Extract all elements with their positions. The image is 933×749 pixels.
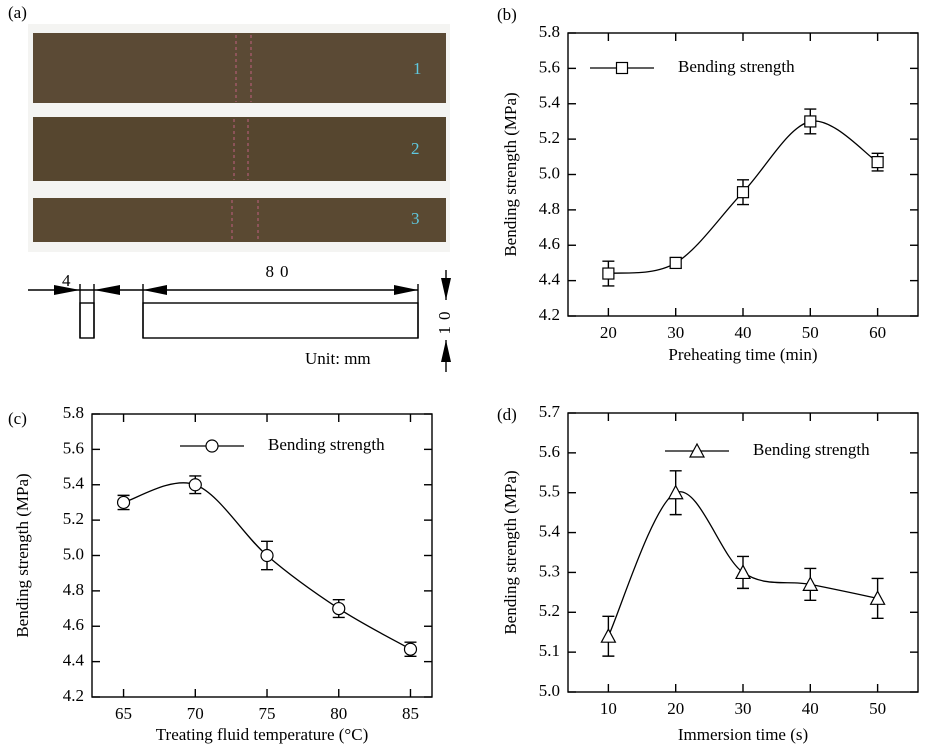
y-tick-label: 4.6: [539, 234, 560, 253]
marker: [871, 156, 884, 169]
x-tick-label: 60: [869, 323, 886, 342]
y-tick-label: 5.3: [539, 561, 560, 580]
marker: [602, 267, 615, 280]
x-axis-label: Immersion time (s): [678, 725, 808, 744]
marker: [600, 627, 617, 643]
y-tick-label: 5.0: [539, 681, 560, 700]
y-tick-label: 4.6: [63, 615, 84, 634]
x-tick-label: 30: [667, 323, 684, 342]
legend-label: Bending strength: [678, 57, 795, 76]
legend-marker: [205, 439, 219, 453]
marker: [188, 478, 202, 492]
marker: [802, 576, 819, 591]
marker: [734, 564, 752, 580]
x-tick-label: 85: [402, 704, 419, 723]
marker: [332, 601, 346, 616]
legend-label: Bending strength: [753, 440, 870, 459]
y-tick-label: 5.8: [63, 403, 84, 422]
y-tick-label: 5.1: [539, 641, 560, 660]
length-label: 80: [266, 262, 295, 281]
marker: [869, 590, 886, 605]
specimen-number: 2: [411, 139, 420, 158]
legend-label: Bending strength: [268, 435, 385, 454]
legend-marker: [688, 442, 706, 458]
marker: [669, 256, 682, 270]
specimen-bar: [33, 33, 446, 103]
y-tick-label: 4.2: [539, 305, 560, 324]
y-axis-label: Bending strength (MPa): [13, 473, 32, 637]
y-axis-label: Bending strength (MPa): [501, 92, 520, 256]
x-axis-label: Treating fluid temperature (°C): [156, 725, 368, 744]
x-tick-label: 75: [259, 704, 276, 723]
y-tick-label: 5.6: [539, 57, 560, 76]
mark-lines: [231, 35, 259, 241]
x-axis-label: Preheating time (min): [668, 345, 817, 364]
x-tick-label: 20: [667, 699, 684, 718]
y-tick-label: 5.4: [539, 521, 561, 540]
marker: [260, 548, 274, 563]
x-tick-label: 50: [869, 699, 886, 718]
x-tick-label: 10: [600, 699, 617, 718]
legend-marker: [615, 61, 629, 75]
width-label: 4: [62, 271, 71, 290]
y-tick-label: 5.2: [63, 509, 84, 528]
panel-a: (a) 1 2 3 4 80 10 Unit: mm: [8, 3, 454, 372]
x-tick-label: 30: [735, 699, 752, 718]
x-tick-label: 40: [735, 323, 752, 342]
series-line: [607, 491, 878, 637]
y-tick-label: 4.8: [539, 199, 560, 218]
marker: [667, 484, 684, 500]
y-tick-label: 5.0: [63, 544, 84, 563]
unit-label: Unit: mm: [305, 349, 371, 368]
y-tick-label: 5.6: [539, 442, 560, 461]
x-tick-label: 65: [115, 704, 132, 723]
height-label: 10: [435, 306, 454, 335]
y-tick-label: 5.6: [63, 438, 84, 457]
panel-label: (c): [8, 409, 27, 428]
y-tick-label: 5.7: [539, 402, 561, 421]
y-tick-label: 4.4: [63, 651, 85, 670]
specimen-number: 1: [413, 59, 422, 78]
specimen-bar: [33, 117, 446, 181]
panel-label: (b): [497, 5, 517, 24]
x-tick-label: 70: [187, 704, 204, 723]
y-tick-label: 5.2: [539, 601, 560, 620]
y-tick-label: 5.0: [539, 163, 560, 182]
y-tick-label: 5.2: [539, 128, 560, 147]
y-tick-label: 5.4: [539, 93, 561, 112]
x-tick-label: 20: [600, 323, 617, 342]
marker: [736, 186, 750, 199]
x-tick-label: 50: [802, 323, 819, 342]
y-tick-label: 5.8: [539, 22, 560, 41]
panel-label: (d): [497, 405, 517, 424]
dimension-diagram: [28, 270, 447, 372]
panel-label: (a): [8, 3, 27, 22]
specimen-bar: [33, 198, 446, 242]
y-axis-label: Bending strength (MPa): [501, 470, 520, 634]
y-tick-label: 5.5: [539, 482, 560, 501]
marker: [804, 115, 817, 128]
y-tick-label: 4.8: [63, 580, 84, 599]
x-tick-label: 80: [330, 704, 347, 723]
y-tick-label: 5.4: [63, 474, 85, 493]
x-tick-label: 40: [802, 699, 819, 718]
y-tick-label: 4.2: [63, 686, 84, 705]
marker: [403, 642, 418, 656]
specimen-number: 3: [411, 209, 420, 228]
y-tick-label: 4.4: [539, 270, 561, 289]
arrows: [54, 278, 451, 362]
marker: [116, 495, 131, 510]
